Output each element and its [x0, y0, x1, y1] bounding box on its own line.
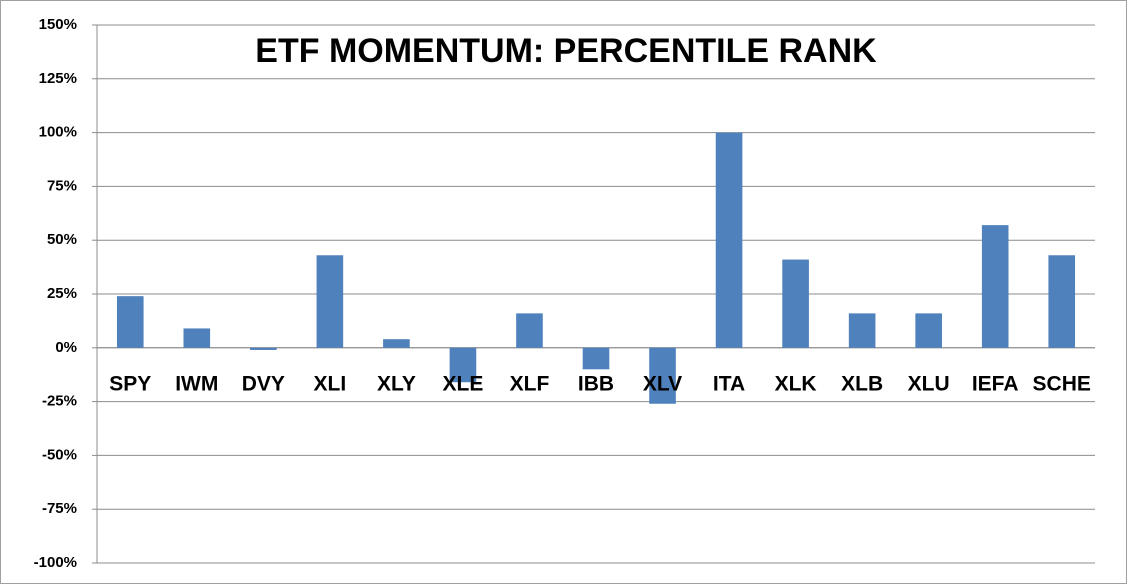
y-tick-label: 100%	[39, 124, 77, 141]
y-tick-label: -25%	[42, 393, 77, 410]
bar	[116, 296, 144, 348]
x-tick-label: ITA	[713, 372, 745, 395]
bar	[1048, 255, 1076, 348]
x-tick-label: XLU	[908, 372, 950, 395]
bar	[649, 347, 676, 404]
x-tick-label: XLI	[314, 372, 347, 395]
x-tick-label: IEFA	[972, 372, 1019, 395]
x-tick-label: XLB	[841, 372, 883, 395]
y-tick-label: -75%	[42, 500, 77, 517]
y-tick-label: 25%	[47, 285, 77, 302]
y-tick-label: 125%	[39, 70, 77, 87]
x-tick-label: XLV	[643, 372, 682, 395]
x-tick-label: XLK	[775, 372, 817, 395]
bar	[848, 313, 876, 348]
x-tick-label: DVY	[242, 372, 285, 395]
y-tick-label: 75%	[47, 177, 77, 194]
x-tick-label: SCHE	[1033, 372, 1091, 395]
bar	[582, 347, 610, 370]
bar	[183, 328, 211, 348]
x-tick-label: XLY	[377, 372, 416, 395]
chart-title: ETF MOMENTUM: PERCENTILE RANK	[255, 32, 877, 70]
bar	[516, 313, 543, 348]
y-tick-label: 0%	[55, 339, 77, 356]
bar	[449, 347, 477, 383]
bar	[316, 255, 344, 348]
bar	[715, 132, 743, 348]
x-tick-label: XLE	[443, 372, 484, 395]
x-tick-label: IBB	[578, 372, 614, 395]
bar	[250, 347, 277, 350]
x-tick-label: IWM	[175, 372, 218, 395]
bar	[782, 259, 809, 348]
x-tick-label: XLF	[510, 372, 550, 395]
x-tick-label: SPY	[109, 372, 151, 395]
y-tick-label: -100%	[34, 554, 77, 571]
bar	[383, 339, 410, 348]
bar	[981, 225, 1009, 348]
y-tick-label: -50%	[42, 446, 77, 463]
y-tick-label: 50%	[47, 231, 77, 248]
y-tick-label: 150%	[39, 16, 77, 33]
bar	[915, 313, 942, 348]
